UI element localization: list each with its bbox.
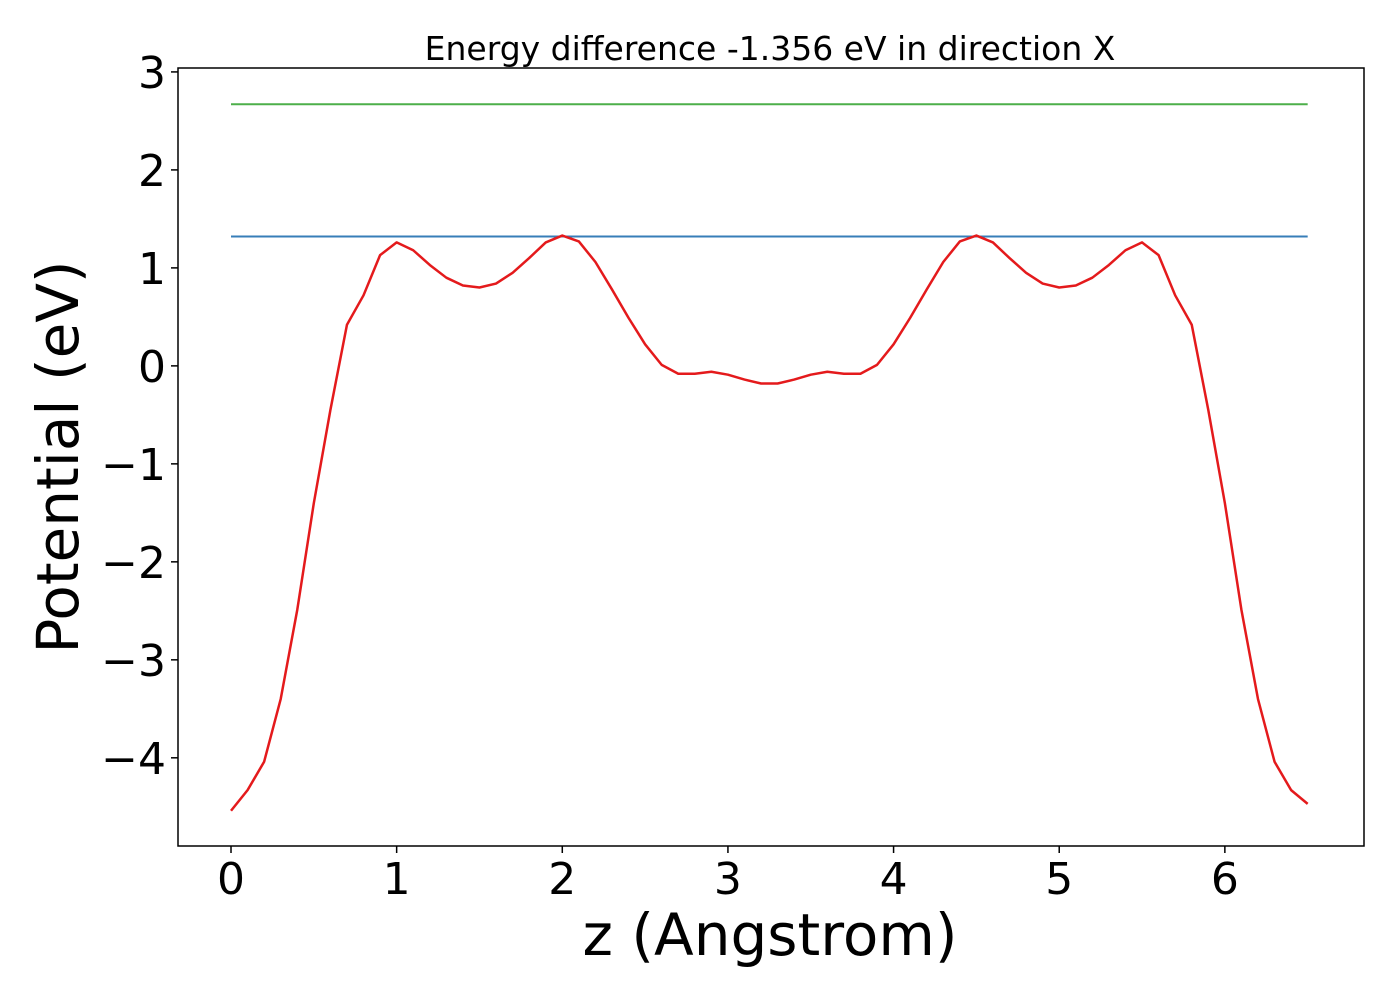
x-tick-label: 3 [714,854,742,905]
y-tick-label: 2 [138,146,166,197]
y-tick-label: −3 [101,636,166,687]
y-tick-label: −2 [101,538,166,589]
x-tick-label: 2 [548,854,576,905]
data-line [230,234,1309,812]
y-axis-label: Potential (eV) [24,260,92,653]
x-tick-label: 1 [383,854,411,905]
x-tick-label: 4 [880,854,908,905]
x-axis-label: z (Angstrom) [583,901,958,969]
y-tick-label: 3 [138,48,166,99]
x-tick-label: 5 [1045,854,1073,905]
plot-frame [177,67,1365,847]
x-tick-label: 0 [217,854,245,905]
y-tick-label: 0 [138,342,166,393]
y-tick-label: −4 [101,734,166,785]
x-tick-label: 6 [1211,854,1239,905]
y-tick-label: −1 [101,440,166,491]
y-tick-label: 1 [138,244,166,295]
chart-title: Energy difference -1.356 eV in direction… [425,29,1116,68]
